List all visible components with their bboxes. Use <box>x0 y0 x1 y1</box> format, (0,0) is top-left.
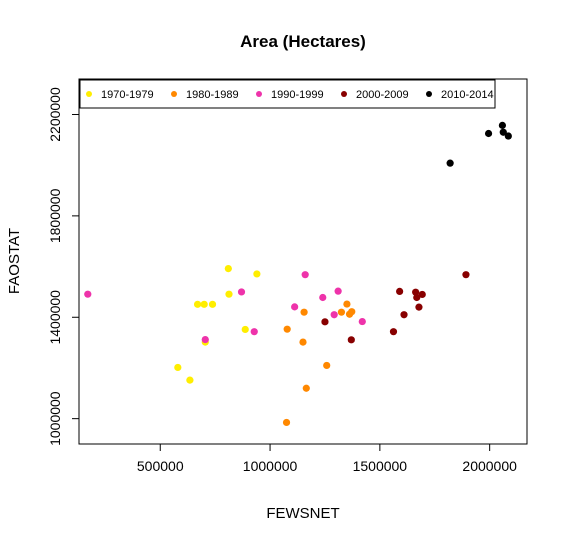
legend-marker <box>426 91 432 97</box>
data-point <box>300 308 308 316</box>
data-point <box>334 287 342 295</box>
data-point <box>330 311 338 319</box>
data-point <box>319 293 327 302</box>
series-1980-1989 <box>282 300 356 427</box>
legend-item: 2000-2009 <box>341 89 409 101</box>
series-2010-2014 <box>446 121 512 167</box>
x-tick-label: 500000 <box>137 458 184 474</box>
legend-item: 1980-1989 <box>171 89 239 101</box>
series-1970-1979 <box>174 264 261 384</box>
y-tick-label: 1400000 <box>47 290 63 345</box>
data-point <box>321 318 329 326</box>
chart-title: Area (Hectares) <box>240 32 366 51</box>
legend-label: 1980-1989 <box>186 89 239 101</box>
legend-label: 2010-2014 <box>441 89 494 101</box>
legend-item: 2010-2014 <box>426 89 494 101</box>
data-point <box>193 300 202 308</box>
data-point <box>250 328 258 336</box>
y-tick-label: 2200000 <box>47 87 63 142</box>
legend-marker <box>171 91 177 97</box>
data-point <box>418 290 426 299</box>
legend-box <box>79 79 496 109</box>
data-point <box>343 300 351 308</box>
data-point <box>200 300 208 308</box>
data-point <box>337 308 346 316</box>
data-point <box>400 311 408 319</box>
legend-marker <box>256 91 262 97</box>
legend-item: 1970-1979 <box>86 89 154 101</box>
data-point <box>241 325 249 334</box>
data-point <box>415 303 423 311</box>
data-point <box>446 159 454 167</box>
data-point <box>253 270 261 278</box>
data-point <box>504 132 512 140</box>
x-tick-label: 2000000 <box>462 458 517 474</box>
data-point <box>237 288 246 296</box>
data-point <box>348 308 356 316</box>
plot-marks <box>84 121 512 427</box>
data-point <box>301 271 309 279</box>
legend-marker <box>86 91 92 97</box>
data-point <box>413 293 421 302</box>
data-point <box>174 363 182 372</box>
data-point <box>282 418 291 427</box>
data-point <box>225 290 233 298</box>
x-tick-label: 1000000 <box>243 458 298 474</box>
legend-marker <box>341 91 347 97</box>
data-point <box>347 336 355 344</box>
data-point <box>396 287 404 296</box>
x-tick-label: 1500000 <box>353 458 408 474</box>
data-point <box>224 264 232 273</box>
data-point <box>484 129 493 138</box>
y-axis: 1000000 1400000 1800000 2200000 <box>47 87 80 446</box>
data-point <box>208 300 217 308</box>
data-point <box>186 376 194 384</box>
data-point <box>291 303 299 311</box>
legend: 1970-1979 1980-1989 1990-1999 2000-2009 2010… <box>79 79 496 109</box>
data-point <box>323 361 331 370</box>
legend-label: 2000-2009 <box>356 89 409 101</box>
legend-label: 1970-1979 <box>101 89 154 101</box>
data-point <box>462 271 470 279</box>
legend-label: 1990-1999 <box>271 89 324 101</box>
series-2000-2009 <box>321 271 470 344</box>
data-point <box>499 128 507 136</box>
y-tick-label: 1800000 <box>47 188 63 243</box>
data-point <box>201 335 209 344</box>
legend-item: 1990-1999 <box>256 89 324 101</box>
data-point <box>358 317 366 326</box>
data-point <box>498 121 507 129</box>
data-point <box>389 328 398 336</box>
data-point <box>283 325 291 333</box>
data-point <box>302 384 310 392</box>
data-point <box>84 290 92 298</box>
series-1990-1999 <box>84 271 366 344</box>
x-axis: 500000 1000000 1500000 2000000 <box>137 443 517 474</box>
x-axis-label: FEWSNET <box>266 505 339 522</box>
y-tick-label: 1000000 <box>47 391 63 446</box>
data-point <box>299 338 307 346</box>
y-axis-label: FAOSTAT <box>6 228 23 294</box>
